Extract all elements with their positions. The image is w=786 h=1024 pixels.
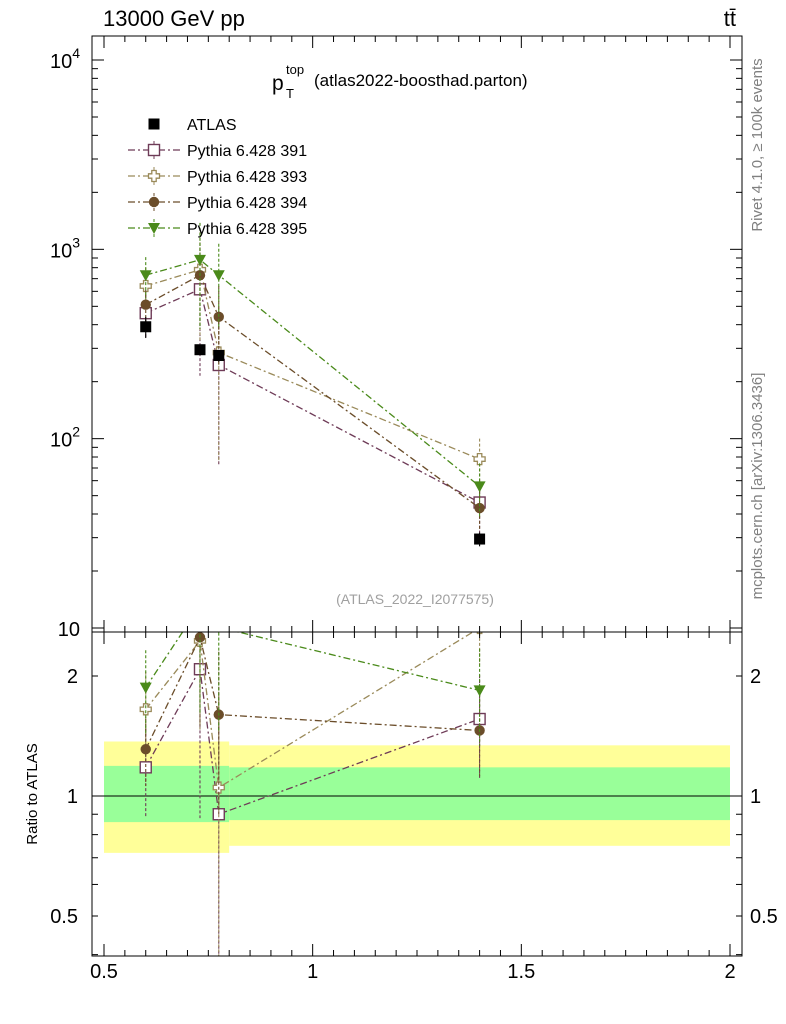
ratio-y-tick-label-left: 0.5 bbox=[50, 906, 78, 928]
ratio-series-line-1 bbox=[145, 632, 475, 789]
main-data-point bbox=[213, 311, 224, 323]
ratio-y-tick-label-right: 2 bbox=[750, 666, 761, 688]
main-data-point bbox=[139, 279, 152, 293]
legend-label: Pythia 6.428 395 bbox=[187, 221, 307, 238]
legend-marker bbox=[147, 169, 161, 183]
main-data-point bbox=[474, 502, 485, 514]
ratio-x-tick-label: 1 bbox=[307, 961, 318, 983]
ratio-x-tick-label: 1.5 bbox=[507, 961, 535, 983]
ratio-data-point bbox=[473, 685, 486, 697]
ratio-data-point bbox=[139, 703, 152, 716]
main-data-point bbox=[193, 254, 206, 266]
ratio-data-point bbox=[140, 744, 151, 755]
main-data-point bbox=[473, 452, 486, 466]
legend-label: Pythia 6.428 393 bbox=[187, 169, 307, 186]
main-series-line-3 bbox=[145, 274, 480, 509]
legend-label: Pythia 6.428 391 bbox=[187, 143, 307, 160]
legend-label: ATLAS bbox=[187, 117, 237, 134]
plot-title-main: p bbox=[272, 72, 284, 95]
plot-title: p bbox=[272, 72, 284, 95]
main-y-tick-label-base: 10 bbox=[58, 619, 80, 641]
axis-ticks bbox=[92, 36, 742, 956]
ratio-band-inner bbox=[104, 765, 230, 823]
plot-title-sub: T bbox=[286, 86, 294, 101]
ratio-x-tick-label: 2 bbox=[724, 961, 735, 983]
ratio-y-tick-label-right: 0.5 bbox=[750, 906, 778, 928]
main-y-tick-label-base: 10 bbox=[50, 51, 72, 73]
ratio-series-line-0 bbox=[145, 667, 480, 816]
legend-marker bbox=[148, 118, 160, 130]
main-y-tick-label-exp: 4 bbox=[72, 45, 80, 61]
main-y-tick-label: 103 bbox=[50, 234, 80, 262]
ratio-uncertainty-bands bbox=[92, 741, 742, 853]
main-data-point bbox=[474, 533, 486, 545]
header-beam-label: 13000 GeV pp bbox=[103, 6, 245, 31]
main-series-line-2 bbox=[145, 268, 480, 460]
ratio-series-line-3 bbox=[145, 632, 480, 692]
main-y-tick-label-base: 10 bbox=[50, 430, 72, 452]
main-data-point bbox=[473, 481, 486, 493]
ratio-y-tick-label-left: 2 bbox=[67, 666, 78, 688]
plot-title-rest: (atlas2022-boosthad.parton) bbox=[314, 71, 528, 90]
legend: ATLAS Pythia 6.428 391 Pythia 6.428 393 Pyt… bbox=[128, 117, 307, 238]
main-y-tick-label: 104 bbox=[50, 45, 80, 73]
ratio-data-point bbox=[194, 601, 206, 612]
ratio-series-line-2 bbox=[145, 635, 480, 750]
ratio-data-point bbox=[139, 682, 152, 694]
plot-title-sup: top bbox=[286, 62, 304, 77]
main-y-tick-label-exp: 3 bbox=[72, 234, 80, 250]
main-y-tick-label: 10 bbox=[58, 619, 80, 641]
ratio-y-axis-title: Ratio to ATLAS bbox=[24, 743, 41, 844]
main-data-point bbox=[140, 299, 151, 310]
main-data-point bbox=[212, 270, 225, 282]
legend-marker bbox=[147, 143, 161, 157]
header-process-label: tt̄ bbox=[723, 6, 736, 31]
legend-marker bbox=[148, 223, 160, 234]
legend-label: Pythia 6.428 394 bbox=[187, 195, 307, 212]
main-y-tick-label-base: 10 bbox=[50, 240, 72, 262]
ratio-series-group bbox=[139, 601, 486, 956]
main-data-point bbox=[139, 270, 152, 282]
mcplots-label: mcplots.cern.ch [arXiv:1306.3436] bbox=[749, 373, 766, 600]
rivet-version-label: Rivet 4.1.0, ≥ 100k events bbox=[749, 58, 766, 231]
main-series-group bbox=[139, 222, 486, 547]
main-data-point bbox=[194, 344, 206, 356]
ratio-y-tick-label-left: 1 bbox=[67, 786, 78, 808]
analysis-watermark: (ATLAS_2022_I2077575) bbox=[336, 591, 494, 607]
main-y-tick-label: 102 bbox=[50, 424, 80, 452]
main-data-point bbox=[213, 349, 225, 361]
legend-marker bbox=[148, 196, 160, 208]
main-data-point bbox=[140, 321, 152, 333]
ratio-y-tick-label-right: 1 bbox=[750, 786, 761, 808]
main-y-tick-label-exp: 2 bbox=[72, 424, 80, 440]
main-series-line-1 bbox=[145, 288, 480, 504]
ratio-x-tick-label: 0.5 bbox=[90, 961, 118, 983]
